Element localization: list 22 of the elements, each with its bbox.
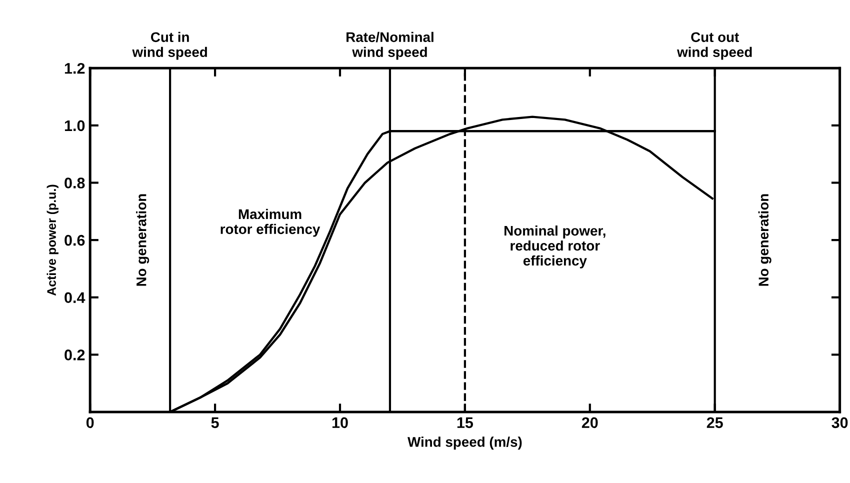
ref-line-label: Cut in wind speed xyxy=(132,32,207,60)
x-tick-label: 15 xyxy=(457,417,474,428)
y-tick-label: 0.4 xyxy=(64,292,86,304)
y-tick-label: 1.0 xyxy=(64,120,85,132)
x-tick-label: 5 xyxy=(211,417,219,428)
ref-line-label: Rate/Nominal wind speed xyxy=(346,32,434,60)
y-axis-title: Active power (p.u.) xyxy=(46,184,58,296)
y-tick-label: 1.2 xyxy=(64,62,85,74)
x-tick-label: 25 xyxy=(706,417,723,428)
annotation: No generation xyxy=(758,194,772,286)
y-tick-label: 0.8 xyxy=(64,178,85,188)
x-tick-label: 20 xyxy=(582,417,598,428)
annotation: Nominal power, reduced rotor efficiency xyxy=(504,225,606,268)
x-axis-title: Wind speed (m/s) xyxy=(408,436,522,450)
x-tick-label: 30 xyxy=(832,417,848,428)
x-tick-label: 10 xyxy=(332,417,348,428)
annotation: Maximum rotor efficiency xyxy=(220,208,320,237)
y-tick-label: 0.6 xyxy=(64,234,85,246)
y-tick-label: 0.2 xyxy=(64,350,85,360)
annotation: No generation xyxy=(136,194,150,286)
ref-line-label: Cut out wind speed xyxy=(676,32,752,60)
x-tick-label: 0 xyxy=(86,417,94,428)
